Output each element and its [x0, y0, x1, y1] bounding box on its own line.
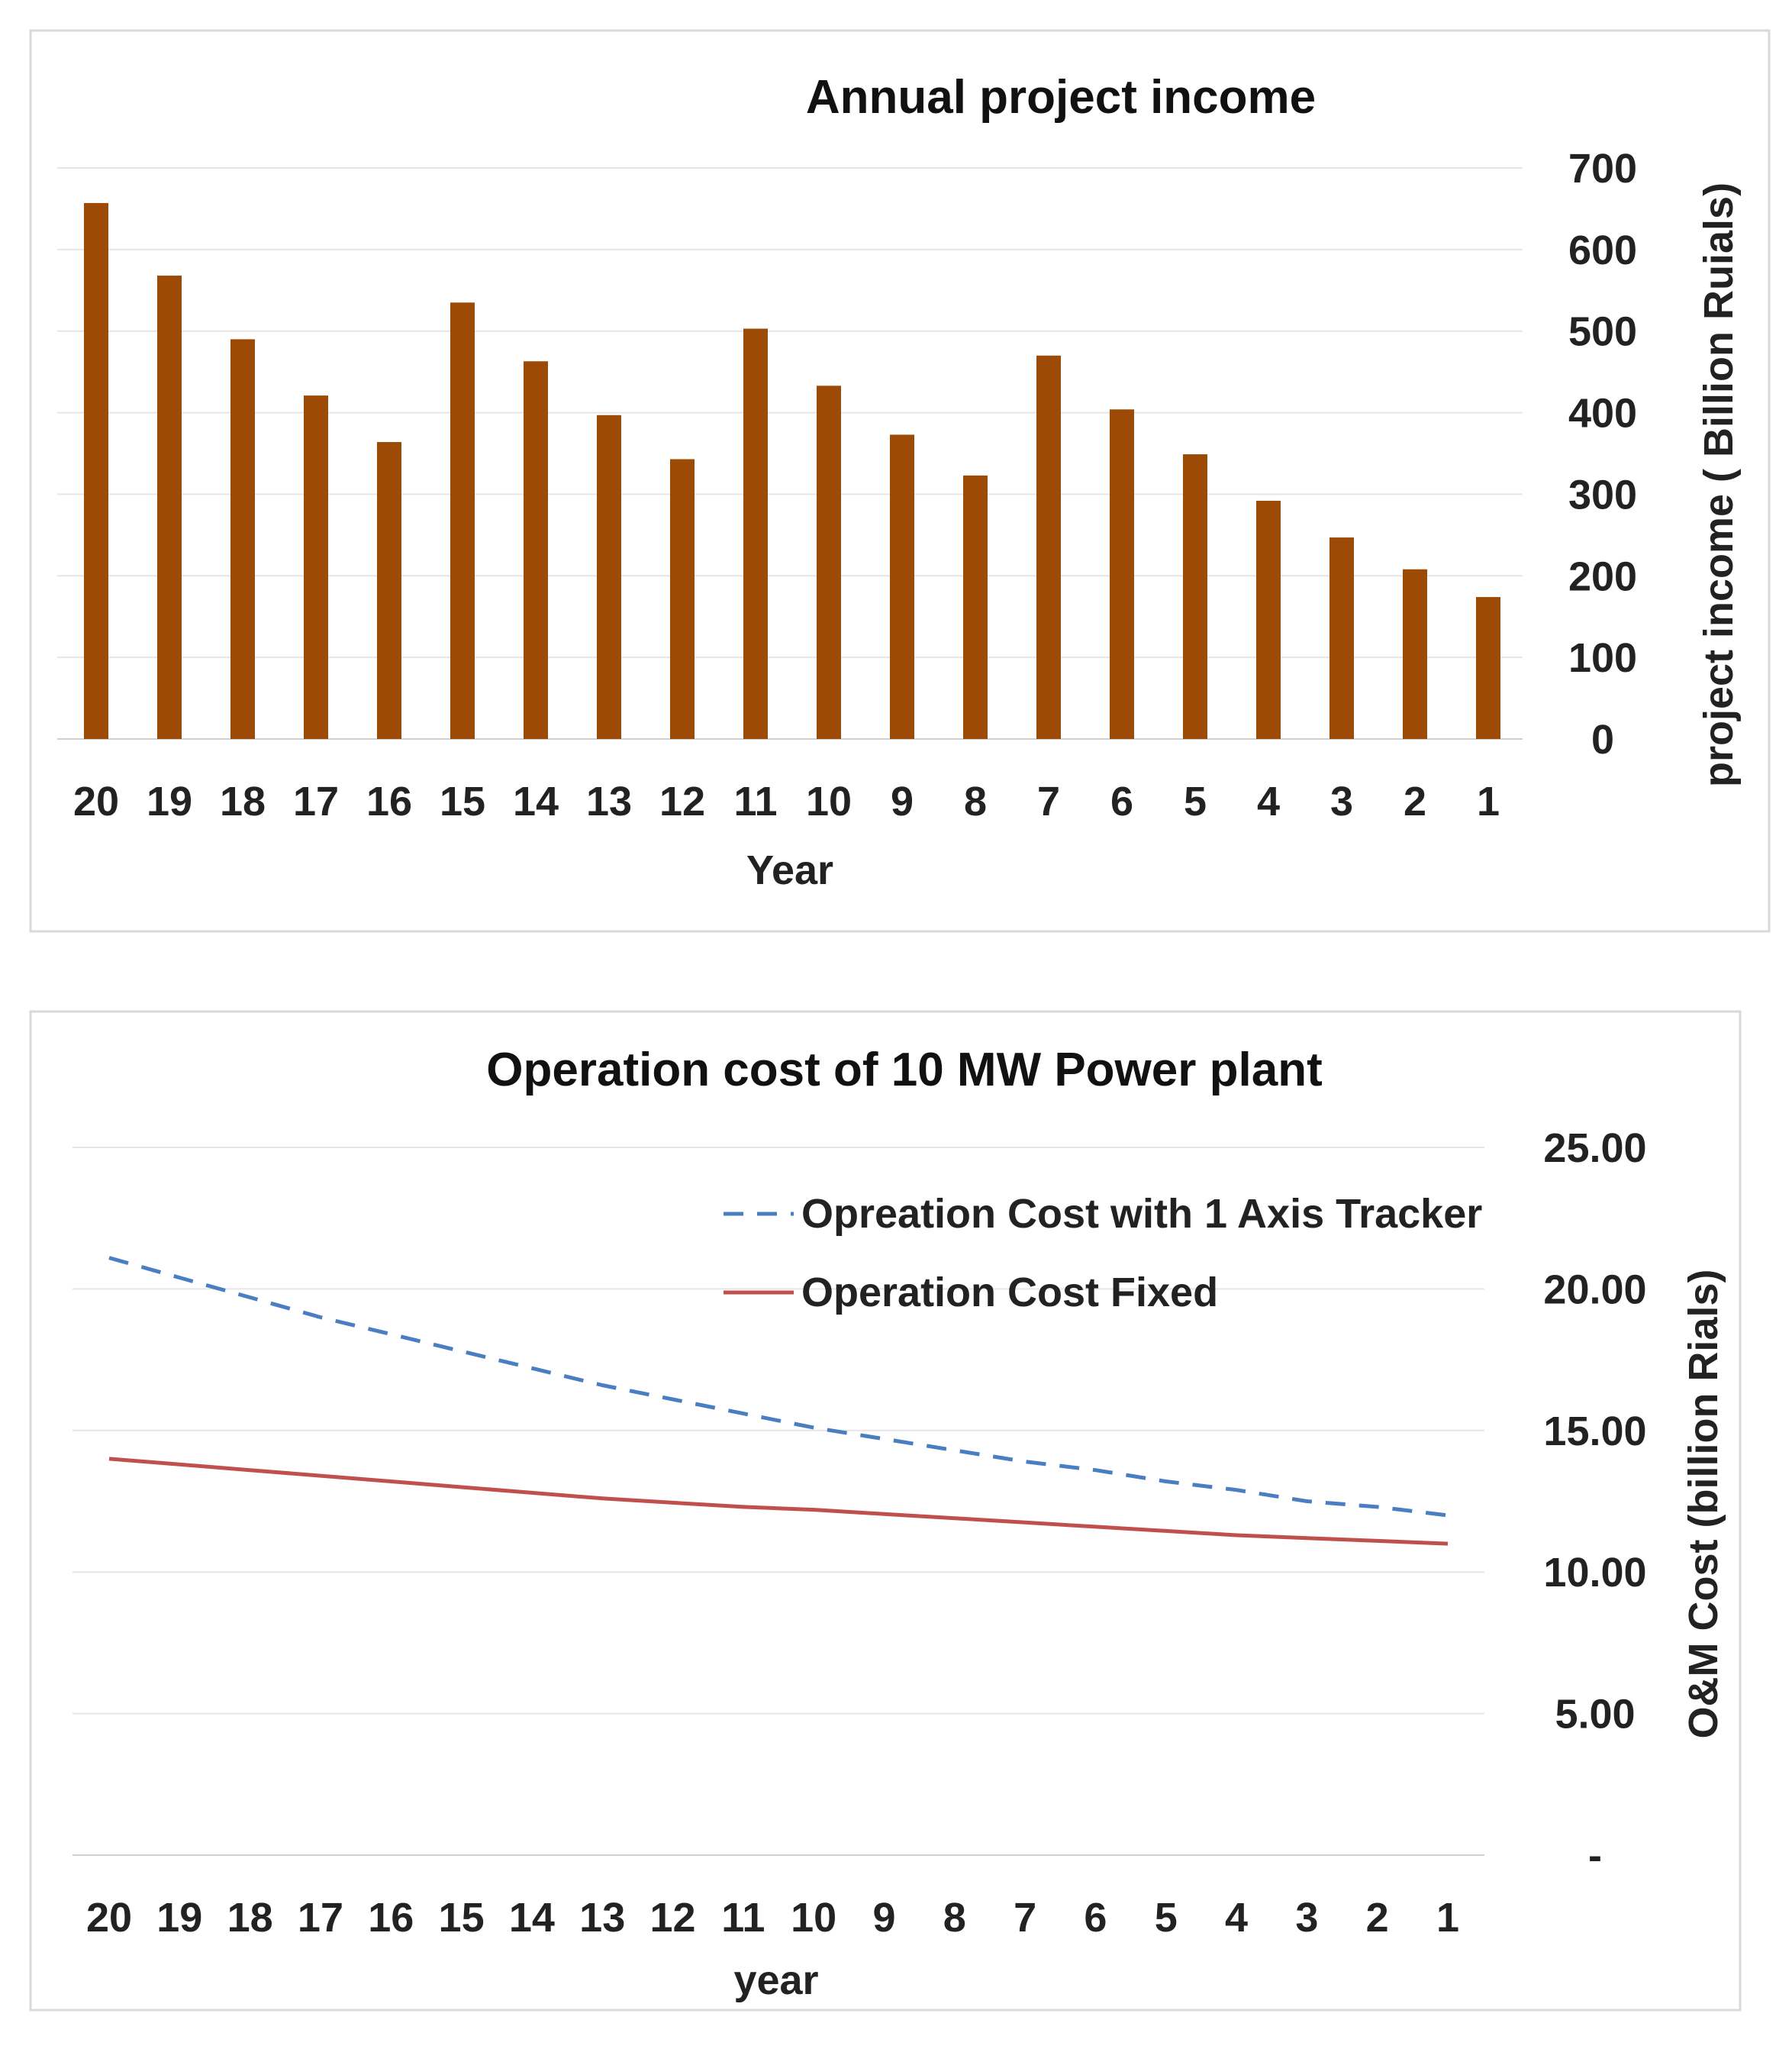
income-bar — [377, 442, 401, 739]
income-y-tick-labels: 0 100 200 300 400 500 600 700 — [1568, 146, 1637, 763]
income-x-tick-label: 11 — [733, 779, 777, 824]
income-bar — [157, 276, 182, 740]
operation-cost-lines — [108, 1256, 1449, 1546]
operation-cost-x-tick-label: 16 — [368, 1895, 414, 1941]
income-y-tick-label: 700 — [1568, 146, 1637, 192]
income-x-tick-label: 17 — [293, 779, 339, 824]
operation-cost-x-tick-label: 12 — [649, 1895, 695, 1941]
operation-cost-x-tick-labels: 20 19 18 17 16 15 14 13 12 11 10 9 8 7 6 5 4 3 2 1 — [86, 1895, 1459, 1941]
operation-cost-x-tick-label: 1 — [1436, 1895, 1459, 1941]
operation-cost-x-tick-label: 19 — [156, 1895, 202, 1941]
income-x-tick-label: 12 — [659, 779, 705, 824]
income-bars — [84, 202, 1500, 740]
income-y-tick-label: 100 — [1568, 635, 1637, 681]
operation-cost-x-tick-label: 11 — [721, 1895, 765, 1941]
income-x-tick-label: 2 — [1404, 779, 1426, 824]
income-bar — [1476, 597, 1500, 739]
income-x-tick-label: 19 — [147, 779, 192, 824]
income-x-axis-label: Year — [746, 847, 833, 893]
income-x-tick-label: 9 — [891, 779, 914, 824]
income-bar — [670, 459, 695, 739]
income-chart-title: Annual project income — [806, 71, 1316, 124]
operation-cost-x-tick-label: 17 — [298, 1895, 343, 1941]
income-bar — [1403, 569, 1427, 739]
income-bar — [890, 434, 914, 739]
income-x-tick-labels: 20 19 18 17 16 15 14 13 12 11 10 9 8 7 6 5 4 3 2 1 — [73, 779, 1500, 824]
operation-cost-x-tick-label: 5 — [1155, 1895, 1178, 1941]
income-bar — [817, 386, 841, 739]
income-x-tick-label: 1 — [1477, 779, 1500, 824]
operation-cost-y-tick-label: 10.00 — [1543, 1550, 1646, 1596]
income-x-tick-label: 18 — [220, 779, 266, 824]
operation-cost-y-axis-label: O&M Cost (billion Rials) — [1681, 1270, 1726, 1739]
operation-cost-x-axis-label: year — [733, 1957, 818, 2003]
income-y-tick-label: 600 — [1568, 227, 1637, 273]
operation-cost-x-tick-label: 20 — [86, 1895, 132, 1941]
income-y-tick-label: 400 — [1568, 391, 1637, 437]
operation-cost-chart-title: Operation cost of 10 MW Power plant — [486, 1044, 1322, 1096]
operation-cost-x-tick-label: 15 — [439, 1895, 485, 1941]
operation-cost-y-tick-label: 5.00 — [1555, 1692, 1635, 1738]
income-x-tick-label: 10 — [806, 779, 852, 824]
income-x-tick-label: 20 — [73, 779, 119, 824]
operation-cost-x-tick-label: 7 — [1014, 1895, 1036, 1941]
operation-cost-chart-frame — [29, 1010, 1742, 2012]
legend-label-fixed: Operation Cost Fixed — [801, 1270, 1218, 1315]
income-x-tick-label: 3 — [1330, 779, 1353, 824]
income-bar — [963, 475, 988, 739]
income-bar — [450, 302, 475, 739]
operation-cost-gridlines — [73, 1147, 1484, 1856]
income-y-axis-label: project income ( Billion Ruials) — [1696, 182, 1742, 787]
operation-cost-x-tick-label: 6 — [1084, 1895, 1107, 1941]
operation-cost-y-tick-label: 25.00 — [1543, 1125, 1646, 1171]
income-bar — [304, 395, 328, 739]
income-bar — [1036, 355, 1061, 739]
operation-cost-x-tick-label: 9 — [872, 1895, 895, 1941]
operation-cost-x-tick-label: 13 — [579, 1895, 625, 1941]
income-x-tick-label: 8 — [964, 779, 987, 824]
operation-cost-y-tick-label: - — [1588, 1833, 1602, 1879]
income-x-tick-label: 4 — [1257, 779, 1280, 824]
income-x-tick-label: 16 — [366, 779, 412, 824]
operation-cost-x-tick-label: 18 — [227, 1895, 273, 1941]
income-x-tick-label: 7 — [1037, 779, 1060, 824]
operation-cost-x-tick-label: 3 — [1295, 1895, 1318, 1941]
income-bar — [1256, 500, 1281, 739]
income-bar — [230, 339, 255, 739]
operation-cost-legend: Opreation Cost with 1 Axis Tracker Opera… — [724, 1191, 1482, 1315]
income-x-tick-label: 6 — [1110, 779, 1133, 824]
fixed-cost-line — [108, 1457, 1449, 1546]
legend-label-tracker: Opreation Cost with 1 Axis Tracker — [801, 1191, 1482, 1237]
income-y-tick-label: 0 — [1591, 717, 1614, 763]
income-y-tick-label: 500 — [1568, 309, 1637, 355]
operation-cost-y-tick-label: 20.00 — [1543, 1267, 1646, 1312]
income-x-tick-label: 15 — [440, 779, 485, 824]
income-y-tick-label: 300 — [1568, 472, 1637, 518]
tracker-cost-line — [108, 1256, 1449, 1518]
operation-cost-x-tick-label: 4 — [1225, 1895, 1248, 1941]
operation-cost-y-tick-labels: - 5.00 10.00 15.00 20.00 25.00 — [1543, 1125, 1646, 1879]
income-bar — [1183, 454, 1207, 739]
income-bar — [743, 328, 768, 740]
income-x-tick-label: 5 — [1184, 779, 1207, 824]
operation-cost-x-tick-label: 2 — [1366, 1895, 1389, 1941]
income-bar — [524, 361, 548, 739]
operation-cost-x-tick-label: 8 — [943, 1895, 966, 1941]
income-bar — [84, 202, 108, 739]
income-bar — [1110, 409, 1134, 739]
income-bar — [1329, 537, 1354, 739]
income-x-tick-label: 13 — [586, 779, 632, 824]
operation-cost-x-tick-label: 10 — [791, 1895, 836, 1941]
operation-cost-x-tick-label: 14 — [509, 1895, 555, 1941]
income-x-tick-label: 14 — [513, 779, 559, 824]
operation-cost-y-tick-label: 15.00 — [1543, 1408, 1646, 1454]
income-bar — [597, 415, 621, 739]
income-chart: Annual project income 010020030040050060… — [29, 29, 1771, 933]
income-y-tick-label: 200 — [1568, 553, 1637, 599]
operation-cost-chart: Operation cost of 10 MW Power plant - 5.0… — [29, 1010, 1742, 2012]
